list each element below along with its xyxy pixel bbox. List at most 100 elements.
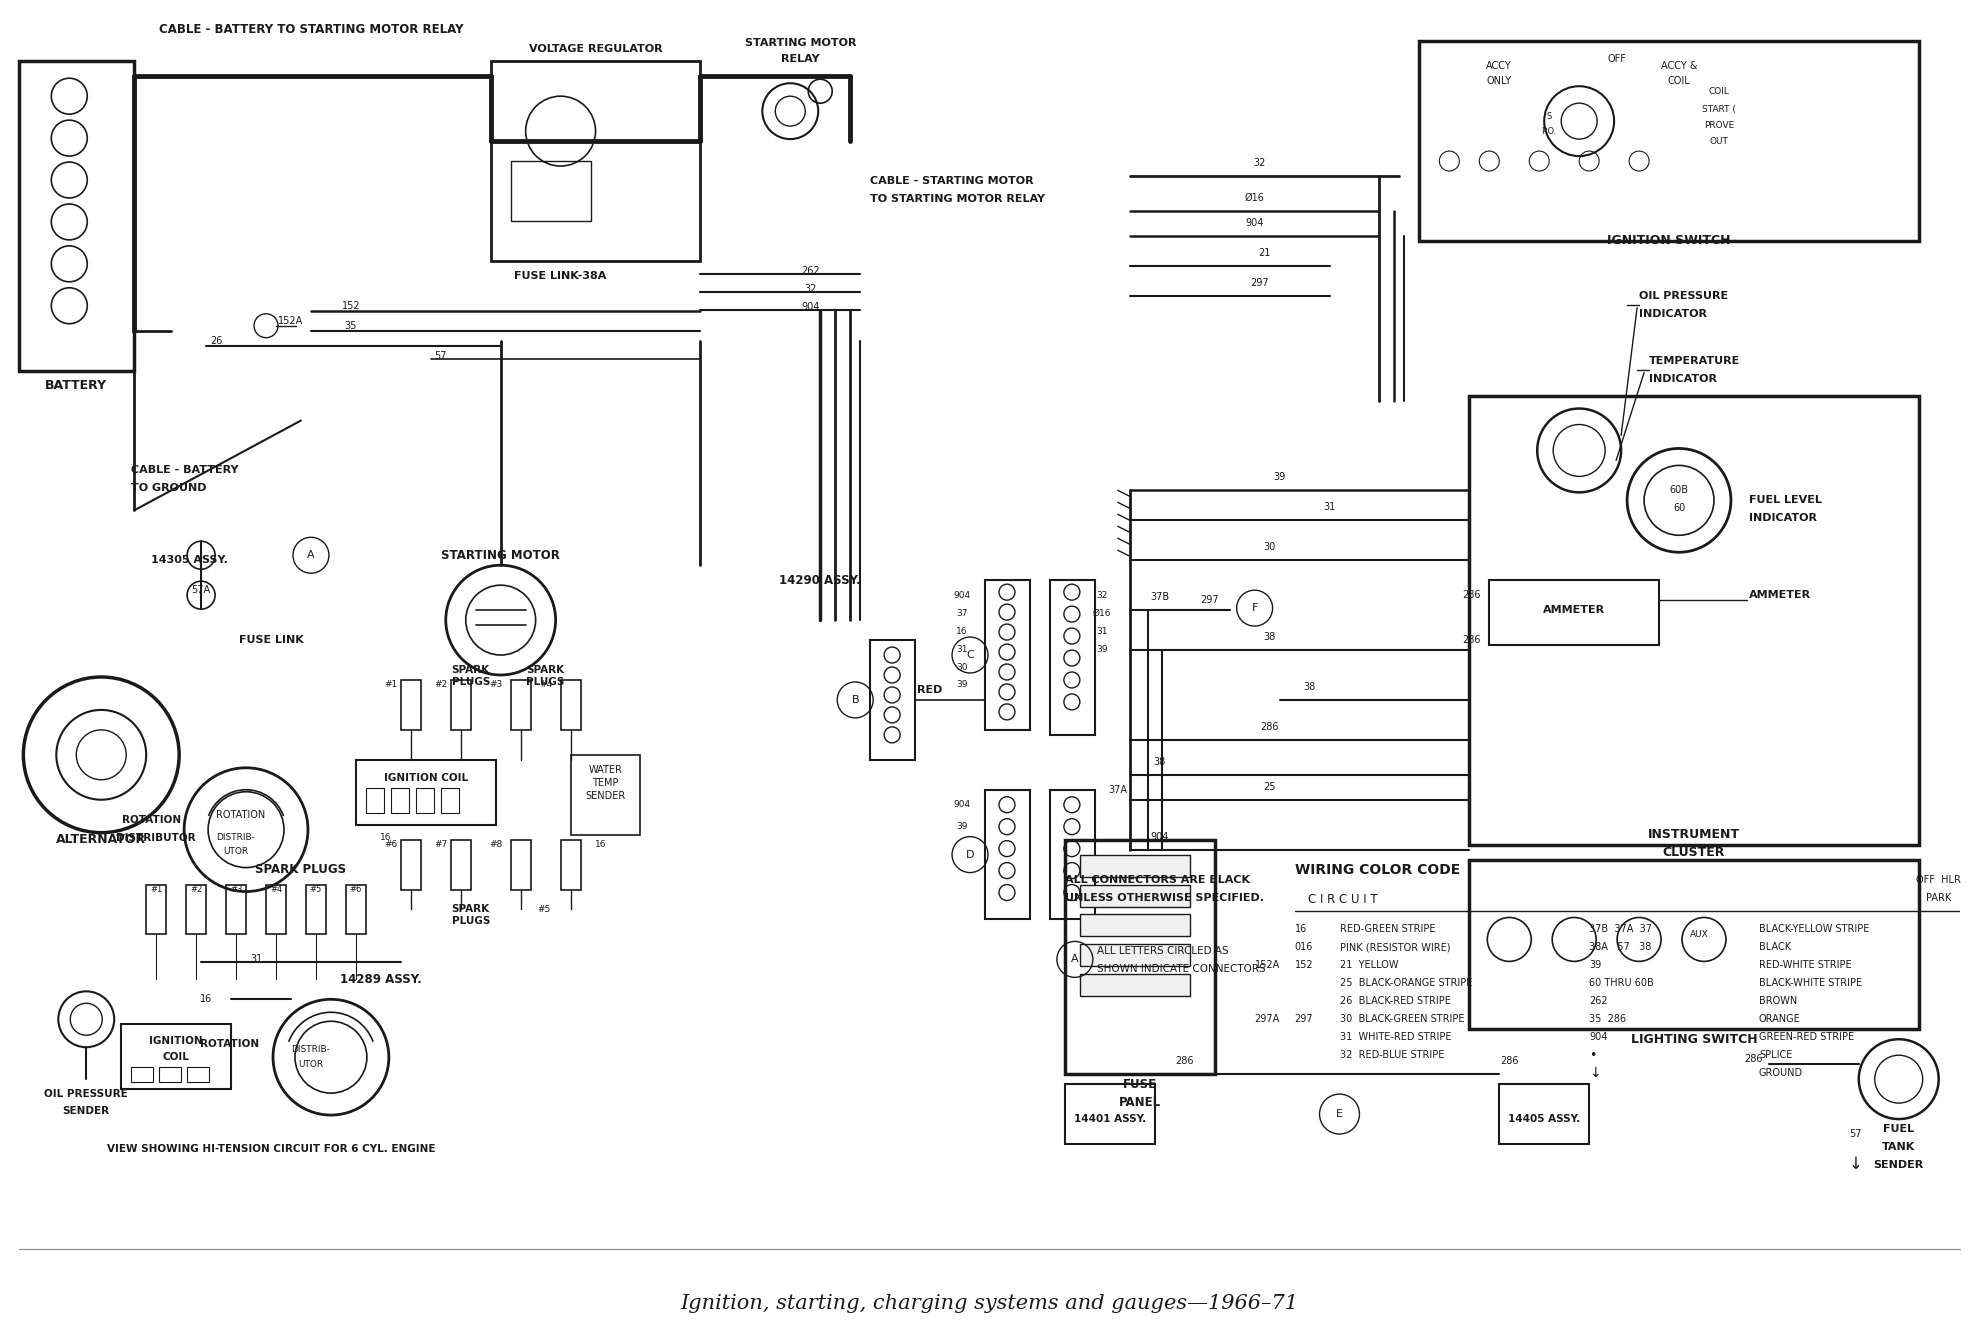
Text: ORANGE: ORANGE [1759,1014,1801,1025]
Bar [511,680,530,729]
Text: #4: #4 [269,884,283,894]
Text: OUT: OUT [1710,136,1728,146]
Text: 60: 60 [1672,504,1686,513]
Text: 14405 ASSY.: 14405 ASSY. [1508,1114,1581,1124]
Text: #3: #3 [230,884,241,894]
Text: 297A: 297A [1255,1014,1280,1025]
Text: 31  WHITE-RED STRIPE: 31 WHITE-RED STRIPE [1340,1033,1451,1042]
Text: COIL: COIL [1708,87,1730,96]
Text: BLACK: BLACK [1759,942,1791,953]
Bar [265,884,287,934]
Text: #5: #5 [536,904,550,914]
Text: INDICATOR: INDICATOR [1649,374,1718,383]
Bar [1490,580,1658,645]
Text: PINK (RESISTOR WIRE): PINK (RESISTOR WIRE) [1340,942,1451,953]
Text: ROTATION: ROTATION [200,1039,259,1049]
Bar [146,884,166,934]
Text: 31: 31 [249,954,261,965]
Text: 37B  37A  37: 37B 37A 37 [1589,925,1652,934]
Text: STARTING MOTOR: STARTING MOTOR [744,39,857,48]
Text: A: A [307,550,315,560]
Text: 60 THRU 60B: 60 THRU 60B [1589,978,1654,989]
Text: TO STARTING MOTOR RELAY: TO STARTING MOTOR RELAY [871,194,1045,204]
Text: 286: 286 [1176,1057,1193,1066]
Text: Ø16: Ø16 [1245,192,1265,203]
Text: 25  BLACK-ORANGE STRIPE: 25 BLACK-ORANGE STRIPE [1340,978,1472,989]
Text: SPARK: SPARK [526,665,564,675]
Text: GREEN-RED STRIPE: GREEN-RED STRIPE [1759,1033,1854,1042]
Text: 60B: 60B [1670,485,1688,496]
Text: SPARK PLUGS: SPARK PLUGS [255,863,346,876]
Bar [131,1067,152,1082]
Text: 904: 904 [1245,218,1265,228]
Text: BROWN: BROWN [1759,997,1797,1006]
Text: A: A [1071,954,1079,965]
Text: 297: 297 [1294,1014,1314,1025]
Text: RELAY: RELAY [782,55,819,64]
Text: 904: 904 [801,302,819,311]
Text: ONLY: ONLY [1486,76,1512,87]
Text: VIEW SHOWING HI-TENSION CIRCUIT FOR 6 CYL. ENGINE: VIEW SHOWING HI-TENSION CIRCUIT FOR 6 CY… [107,1144,435,1154]
Text: 25: 25 [1263,782,1276,792]
Bar [1468,859,1920,1029]
Text: RED-GREEN STRIPE: RED-GREEN STRIPE [1340,925,1435,934]
Text: 21: 21 [1259,248,1271,258]
Text: BATTERY: BATTERY [46,379,107,391]
Text: #3: #3 [489,680,503,689]
Bar [491,61,701,261]
Bar [1468,395,1920,844]
Bar [121,1025,232,1089]
Text: 32: 32 [1253,158,1267,168]
Text: #1: #1 [384,680,398,689]
Text: FUEL LEVEL: FUEL LEVEL [1749,496,1823,505]
Text: FUSE: FUSE [1122,1078,1158,1090]
Text: 16: 16 [596,840,606,850]
Text: AMMETER: AMMETER [1749,591,1811,600]
Text: OFF  HLR: OFF HLR [1916,875,1961,884]
Text: Ignition, starting, charging systems and gauges—1966–71: Ignition, starting, charging systems and… [681,1295,1298,1313]
Text: 286: 286 [1500,1057,1518,1066]
Text: 904: 904 [1150,831,1170,842]
Text: OIL PRESSURE: OIL PRESSURE [1639,291,1728,301]
Bar [356,760,495,824]
Bar [1081,855,1189,876]
Text: 262: 262 [1589,997,1607,1006]
Text: 31: 31 [1324,502,1336,512]
Text: 14305 ASSY.: 14305 ASSY. [150,556,228,565]
Bar [366,788,384,812]
Text: 297: 297 [1201,595,1219,605]
Text: RED-WHITE STRIPE: RED-WHITE STRIPE [1759,961,1852,970]
Bar [1081,945,1189,966]
Bar [441,788,459,812]
Text: WATER: WATER [588,764,623,775]
Bar [1065,839,1215,1074]
Text: 39: 39 [956,680,968,689]
Text: SENDER: SENDER [63,1106,109,1116]
Bar [1081,884,1189,907]
Text: SHOWN INDICATE CONNECTORS: SHOWN INDICATE CONNECTORS [1096,965,1265,974]
Text: B: B [851,695,859,705]
Text: FUSE LINK: FUSE LINK [239,635,303,645]
Text: 16: 16 [200,994,212,1005]
Text: E: E [1336,1109,1344,1120]
Bar [307,884,327,934]
Text: TEMP: TEMP [592,778,619,788]
Bar [188,1067,210,1082]
Text: P.O.: P.O. [1542,127,1557,136]
Text: DISTRIB-: DISTRIB- [216,834,255,842]
Text: 39: 39 [956,822,968,831]
Text: ↓: ↓ [1589,1066,1601,1079]
Text: LIGHTING SWITCH: LIGHTING SWITCH [1631,1033,1757,1046]
Text: UNLESS OTHERWISE SPECIFIED.: UNLESS OTHERWISE SPECIFIED. [1065,892,1265,903]
Text: 152A: 152A [279,315,303,326]
Text: ↓: ↓ [1848,1154,1862,1173]
Text: ACCY: ACCY [1486,61,1512,71]
Text: #4: #4 [538,680,552,689]
Text: #6: #6 [384,840,398,850]
Text: PARK: PARK [1926,892,1951,903]
Text: #5: #5 [311,884,323,894]
Text: COIL: COIL [162,1053,190,1062]
Text: Ø16: Ø16 [1092,609,1110,617]
Text: UTOR: UTOR [299,1059,323,1069]
Text: RED: RED [918,685,942,695]
